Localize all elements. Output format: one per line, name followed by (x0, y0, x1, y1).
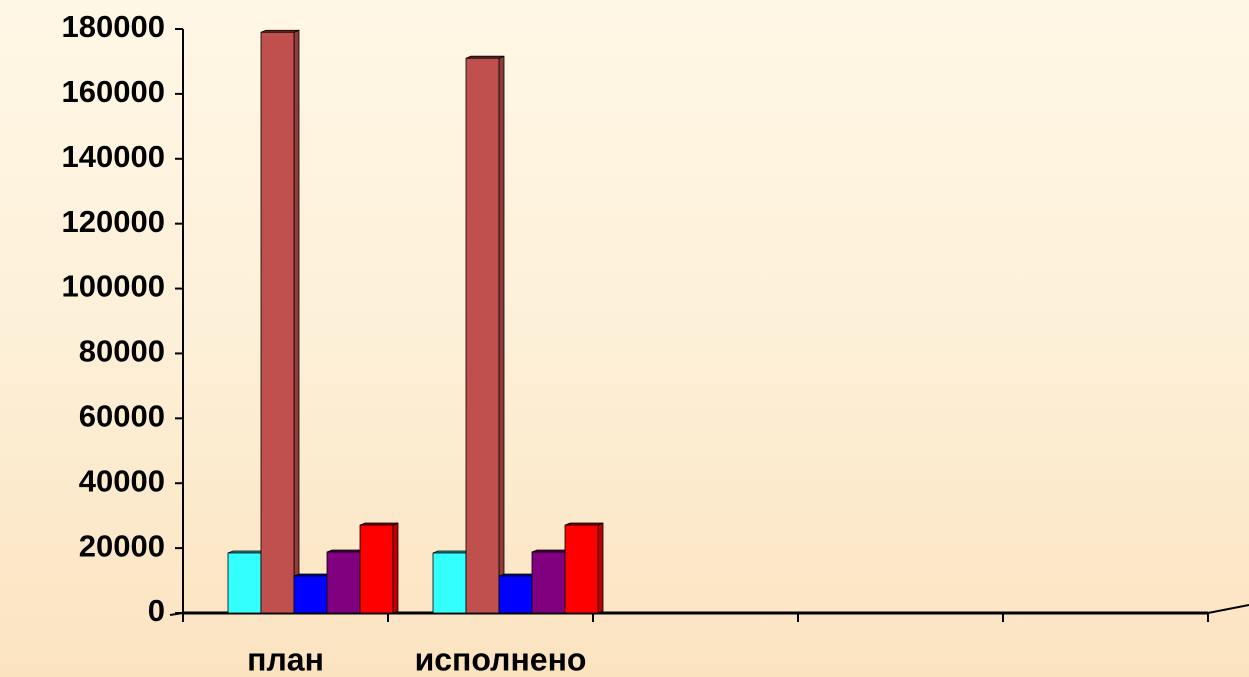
bar (432, 550, 472, 614)
y-tick-label: 80000 (79, 334, 165, 369)
y-tick-label: 20000 (79, 528, 165, 563)
bar (564, 522, 604, 614)
bar-front (326, 551, 361, 614)
y-tick-label: 40000 (79, 463, 165, 498)
bar (359, 522, 399, 614)
bar (326, 549, 366, 614)
y-tick-label: 120000 (62, 204, 165, 239)
bar-front (260, 31, 295, 614)
bar-front (227, 552, 262, 614)
bar-front (465, 57, 500, 614)
bar-front (432, 552, 467, 614)
x-tick-label: план (247, 641, 324, 677)
y-tick-label: 180000 (62, 9, 165, 44)
bar-front (531, 551, 566, 614)
x-axis-depth (1207, 604, 1249, 614)
bar (227, 550, 267, 614)
bar-front (498, 575, 533, 614)
y-tick-label: 160000 (62, 74, 165, 109)
y-tick-label: 60000 (79, 399, 165, 434)
y-tick-label: 0 (148, 593, 165, 628)
bar (498, 573, 538, 614)
bar (293, 573, 333, 614)
bar (531, 549, 571, 614)
bar-side (392, 522, 399, 614)
bar-side (597, 522, 604, 614)
y-tick-label: 100000 (62, 269, 165, 304)
bar-front (359, 524, 394, 614)
bar-front (293, 575, 328, 614)
bar-side (293, 29, 300, 614)
x-tick-label: исполнено (415, 641, 587, 677)
bar (465, 55, 505, 614)
bar-side (498, 55, 505, 614)
bar (260, 29, 300, 614)
bar-front (564, 524, 599, 614)
y-tick-label: 140000 (62, 139, 165, 174)
